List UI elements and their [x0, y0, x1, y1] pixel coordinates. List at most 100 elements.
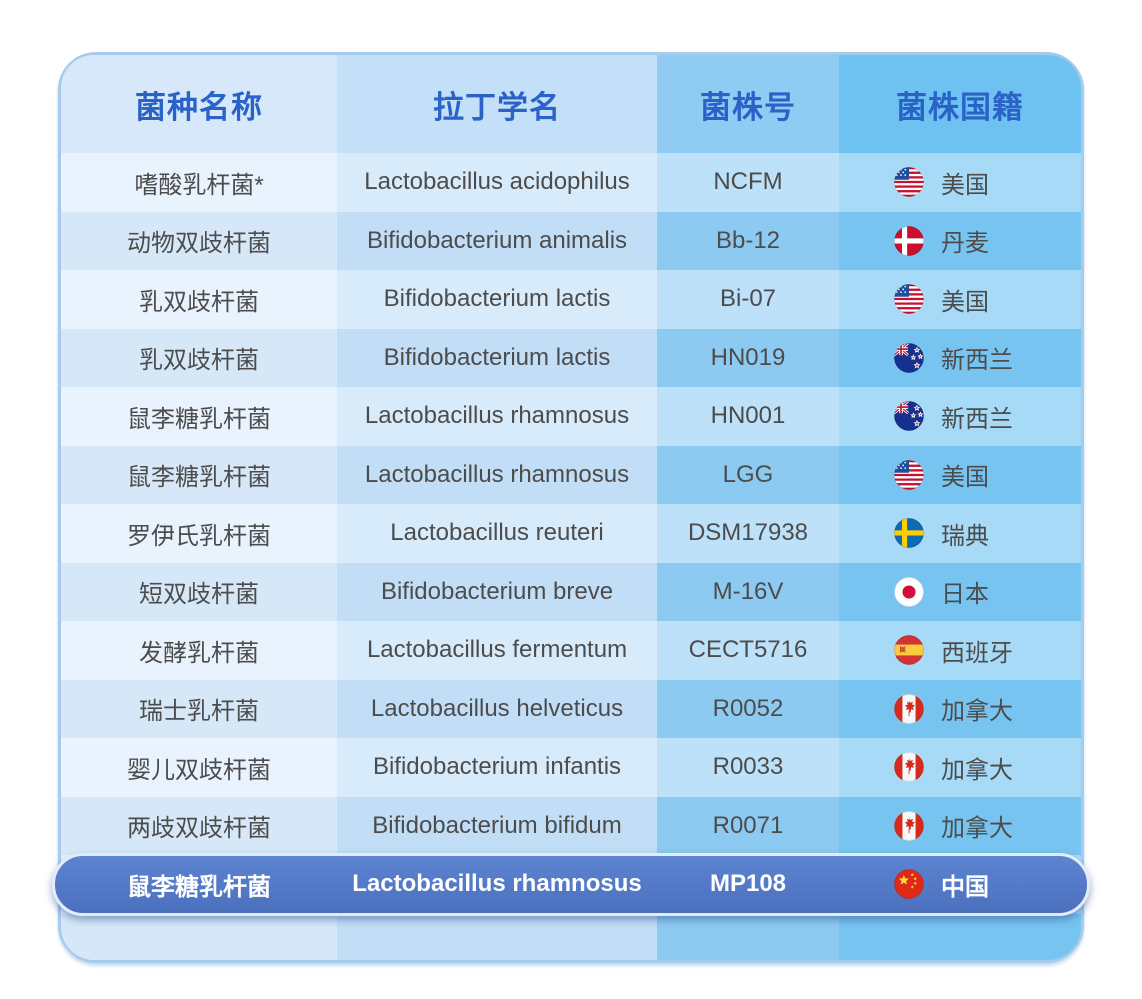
cell-latin-name: Bifidobacterium breve	[337, 562, 657, 621]
cell-strain-number: CECT5716	[657, 621, 839, 680]
strain-latin-name: Lactobacillus acidophilus	[364, 168, 630, 196]
cell-latin-name: Lactobacillus reuteri	[337, 504, 657, 563]
flag-cn-icon	[894, 869, 924, 900]
bottom-strip-cell	[61, 913, 337, 960]
strain-chinese-name: 短双歧杆菌	[139, 581, 259, 609]
cell-strain-number: R0052	[657, 679, 839, 738]
strain-number: HN001	[710, 402, 786, 430]
country-name: 中国	[941, 873, 989, 901]
strain-chinese-name: 嗜酸乳杆菌*	[134, 171, 264, 199]
country-name: 加拿大	[941, 815, 1013, 843]
cell-strain-name: 乳双歧杆菌	[61, 328, 337, 387]
cell-strain-name: 发酵乳杆菌	[61, 621, 337, 680]
strain-latin-name: Bifidobacterium bifidum	[372, 811, 622, 839]
flag-nz-icon	[894, 401, 924, 432]
bottom-strip-cell	[337, 913, 657, 960]
table-header-row: 菌种名称 拉丁学名 菌株号 菌株国籍	[61, 55, 1081, 153]
cell-strain-number: R0071	[657, 796, 839, 855]
flag-nz-icon	[894, 342, 924, 373]
cell-country: 美国	[839, 445, 1081, 504]
cell-strain-number: LGG	[657, 445, 839, 504]
strain-number: R0033	[712, 753, 784, 781]
table-row: 动物双歧杆菌 Bifidobacterium animalis Bb-12 丹麦	[61, 211, 1081, 270]
country-name: 新西兰	[941, 347, 1013, 375]
cell-latin-name: Lactobacillus rhamnosus	[337, 445, 657, 504]
country-name: 加拿大	[941, 756, 1013, 784]
flag-ca-icon	[894, 752, 924, 783]
strain-number: Bi-07	[719, 285, 777, 313]
country-name: 瑞典	[941, 522, 989, 550]
strain-chinese-name: 发酵乳杆菌	[139, 639, 259, 667]
strain-table-card: 菌种名称 拉丁学名 菌株号 菌株国籍 嗜酸乳杆菌* Lactobacillus …	[52, 52, 1090, 963]
highlighted-row-pill: 鼠李糖乳杆菌 Lactobacillus rhamnosus MP108 中国	[52, 853, 1090, 916]
cell-strain-number: NCFM	[657, 153, 839, 212]
strain-number: R0071	[712, 811, 784, 839]
table-row: 短双歧杆菌 Bifidobacterium breve M-16V 日本	[61, 562, 1081, 621]
strain-number: Bb-12	[715, 226, 781, 254]
column-header-strain-name: 菌种名称	[61, 55, 337, 153]
strain-latin-name: Bifidobacterium lactis	[383, 285, 611, 313]
table-row: 两歧双歧杆菌 Bifidobacterium bifidum R0071 加拿大	[61, 796, 1081, 855]
cell-country: 美国	[839, 270, 1081, 329]
table-row: 罗伊氏乳杆菌 Lactobacillus reuteri DSM17938 瑞典	[61, 504, 1081, 563]
cell-strain-name: 乳双歧杆菌	[61, 270, 337, 329]
strain-chinese-name: 鼠李糖乳杆菌	[127, 405, 271, 433]
flag-dk-icon	[894, 225, 924, 256]
cell-country: 新西兰	[839, 328, 1081, 387]
column-header-label: 菌株国籍	[896, 89, 1024, 125]
strain-latin-name: Bifidobacterium lactis	[383, 343, 611, 371]
strain-latin-name: Lactobacillus rhamnosus	[364, 402, 630, 430]
table-row: 瑞士乳杆菌 Lactobacillus helveticus R0052 加拿大	[61, 679, 1081, 738]
column-header-strain-nationality: 菌株国籍	[839, 55, 1081, 153]
country-name: 美国	[941, 288, 989, 316]
flag-us-icon	[894, 459, 924, 490]
strain-number: LGG	[722, 460, 774, 488]
cell-country: 中国	[839, 856, 1081, 913]
cell-country: 新西兰	[839, 387, 1081, 446]
table-row: 嗜酸乳杆菌* Lactobacillus acidophilus NCFM 美国	[61, 153, 1081, 212]
cell-country: 加拿大	[839, 679, 1081, 738]
column-header-label: 菌株号	[700, 89, 796, 125]
table-row: 乳双歧杆菌 Bifidobacterium lactis HN019 新西兰	[61, 328, 1081, 387]
strain-latin-name: Bifidobacterium animalis	[366, 226, 628, 254]
table-row: 鼠李糖乳杆菌 Lactobacillus rhamnosus HN001 新西兰	[61, 387, 1081, 446]
cell-strain-number: MP108	[657, 856, 839, 913]
country-name: 新西兰	[941, 405, 1013, 433]
column-header-latin-name: 拉丁学名	[337, 55, 657, 153]
cell-strain-number: HN001	[657, 387, 839, 446]
cell-country: 西班牙	[839, 621, 1081, 680]
strain-number: NCFM	[713, 168, 783, 196]
flag-jp-icon	[894, 576, 924, 607]
strain-number: R0052	[712, 694, 784, 722]
cell-country: 日本	[839, 562, 1081, 621]
strain-number: CECT5716	[688, 636, 808, 664]
country-name: 加拿大	[941, 698, 1013, 726]
cell-strain-number: Bb-12	[657, 211, 839, 270]
table-row: 鼠李糖乳杆菌 Lactobacillus rhamnosus MP108 中国	[52, 853, 1090, 916]
country-name: 西班牙	[941, 639, 1013, 667]
cell-strain-name: 两歧双歧杆菌	[61, 796, 337, 855]
cell-strain-number: DSM17938	[657, 504, 839, 563]
strain-chinese-name: 乳双歧杆菌	[139, 288, 259, 316]
flag-es-icon	[894, 635, 924, 666]
cell-strain-name: 婴儿双歧杆菌	[61, 738, 337, 797]
cell-country: 美国	[839, 153, 1081, 212]
strain-latin-name: Lactobacillus rhamnosus	[352, 870, 642, 898]
bottom-strip-cell	[657, 913, 839, 960]
cell-latin-name: Bifidobacterium infantis	[337, 738, 657, 797]
table-row: 发酵乳杆菌 Lactobacillus fermentum CECT5716 西…	[61, 621, 1081, 680]
bottom-strip-cell	[839, 913, 1081, 960]
cell-strain-name: 鼠李糖乳杆菌	[61, 445, 337, 504]
cell-latin-name: Lactobacillus rhamnosus	[337, 856, 657, 913]
cell-strain-number: R0033	[657, 738, 839, 797]
strain-latin-name: Lactobacillus fermentum	[366, 636, 628, 664]
table-row: 婴儿双歧杆菌 Bifidobacterium infantis R0033 加拿…	[61, 738, 1081, 797]
country-name: 日本	[941, 581, 989, 609]
cell-latin-name: Lactobacillus rhamnosus	[337, 387, 657, 446]
cell-latin-name: Bifidobacterium bifidum	[337, 796, 657, 855]
flag-ca-icon	[894, 810, 924, 841]
strain-latin-name: Lactobacillus reuteri	[390, 519, 604, 547]
cell-strain-name: 鼠李糖乳杆菌	[61, 856, 337, 913]
flag-ca-icon	[894, 693, 924, 724]
strain-chinese-name: 鼠李糖乳杆菌	[127, 464, 271, 492]
